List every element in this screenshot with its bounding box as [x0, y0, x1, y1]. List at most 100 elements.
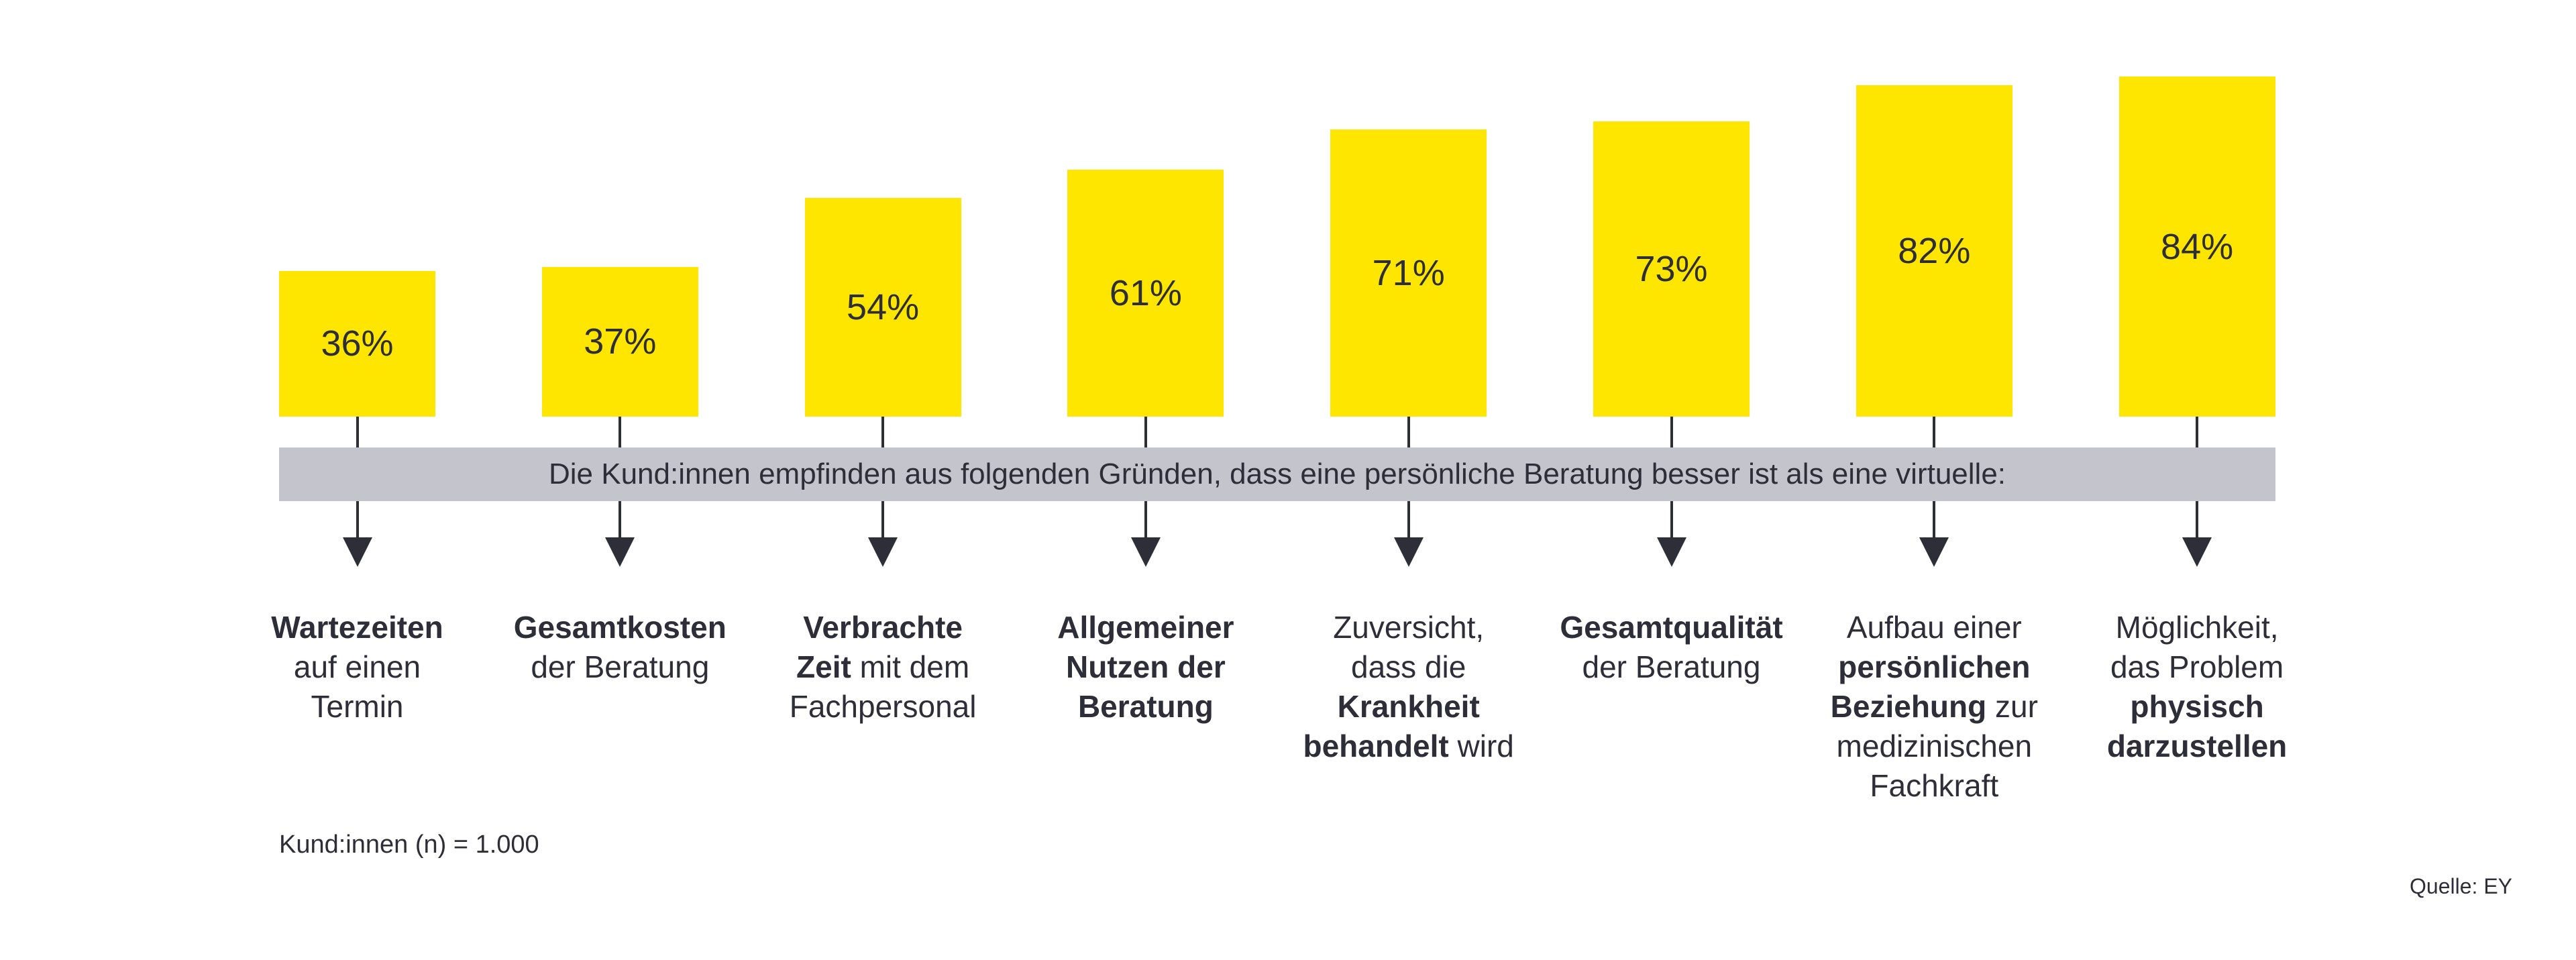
- category-label-line: Fachkraft: [1803, 766, 2065, 806]
- bar-value-label: 84%: [2161, 226, 2234, 267]
- category-label: Gesamtqualität der Beratung: [1541, 608, 1803, 687]
- chart-title-band: Die Kund:innen empfinden aus folgenden G…: [279, 447, 2275, 501]
- category-label-line: Allgemeiner: [1015, 608, 1277, 647]
- connector-line: [1144, 501, 1147, 539]
- category-label-line: Möglichkeit,: [2066, 608, 2328, 647]
- connector-line: [1670, 501, 1673, 539]
- bar: [1856, 85, 2012, 417]
- category-label-line: behandelt wird: [1278, 727, 1540, 766]
- arrow-down-icon: [1130, 537, 1161, 567]
- category-label-text: wird: [1448, 729, 1514, 763]
- bar: [1067, 170, 1224, 417]
- category-label-line: Beziehung zur: [1803, 687, 2065, 727]
- category-label-line: auf einen: [227, 647, 488, 687]
- bar: [2118, 76, 2275, 417]
- category-label-bold: Allgemeiner: [1057, 610, 1234, 645]
- category-label-line: der Beratung: [489, 647, 751, 687]
- category-label-line: der Beratung: [1541, 647, 1803, 687]
- arrow-down-icon: [1656, 537, 1686, 567]
- category-label-bold: Beziehung: [1830, 689, 1987, 724]
- category-label-line: das Problem: [2066, 647, 2328, 687]
- connector-line: [619, 417, 622, 447]
- category-label-bold: Verbrachte: [803, 610, 963, 645]
- category-label-line: medizinischen: [1803, 727, 2065, 766]
- category-label-line: Wartezeiten: [227, 608, 488, 647]
- category-label-text: Aufbau einer: [1846, 610, 2022, 645]
- connector-line: [1144, 417, 1147, 447]
- category-label-text: zur: [1986, 689, 2038, 724]
- connector-line: [356, 501, 359, 539]
- bar: [1330, 129, 1487, 417]
- category-label: Aufbau einer persönlichen Beziehung zur med…: [1803, 608, 2065, 806]
- arrow-down-icon: [2182, 537, 2212, 567]
- category-label-text: Fachkraft: [1870, 768, 1999, 803]
- bar-value-label: 61%: [1109, 273, 1182, 314]
- category-label-bold: darzustellen: [2106, 729, 2288, 763]
- category-label-bold: Zeit: [796, 649, 851, 684]
- arrow-down-icon: [342, 537, 372, 567]
- bar-value-label: 54%: [847, 287, 920, 328]
- category-label-text: Fachpersonal: [789, 689, 977, 724]
- category-label-text: auf einen: [293, 649, 421, 684]
- category-label-text: der Beratung: [1582, 649, 1761, 684]
- arrow-down-icon: [1919, 537, 1949, 567]
- bar-value-label: 37%: [584, 321, 657, 362]
- bar: [541, 266, 698, 417]
- category-label-text: Termin: [311, 689, 404, 724]
- category-label-text: medizinischen: [1836, 729, 2033, 763]
- connector-line: [881, 501, 885, 539]
- category-label-bold: Krankheit: [1337, 689, 1480, 724]
- category-label-line: Fachpersonal: [752, 687, 1014, 727]
- connector-line: [2196, 417, 2199, 447]
- category-label-bold: Gesamtkosten: [513, 610, 727, 645]
- connector-line: [356, 417, 359, 447]
- category-label-line: Gesamtqualität: [1541, 608, 1803, 647]
- category-label-line: Verbrachte: [752, 608, 1014, 647]
- bar-value-label: 36%: [321, 323, 394, 364]
- category-label: Möglichkeit, das Problem physisch darzustel…: [2066, 608, 2328, 766]
- category-label: Zuversicht, dass die Krankheit behandelt wi…: [1278, 608, 1540, 766]
- bar: [804, 198, 961, 417]
- category-label: Gesamtkosten der Beratung: [489, 608, 751, 687]
- category-label-line: dass die: [1278, 647, 1540, 687]
- category-label-line: Termin: [227, 687, 488, 727]
- category-label-line: physisch: [2066, 687, 2328, 727]
- category-label-text: das Problem: [2110, 649, 2284, 684]
- category-label-line: Nutzen der: [1015, 647, 1277, 687]
- category-label-line: persönlichen: [1803, 647, 2065, 687]
- bar-value-label: 71%: [1372, 252, 1445, 293]
- category-label-line: Beratung: [1015, 687, 1277, 727]
- category-label-bold: Beratung: [1077, 689, 1214, 724]
- connector-line: [2196, 501, 2199, 539]
- sample-size-note: Kund:innen (n) = 1.000: [279, 831, 539, 859]
- connector-line: [619, 501, 622, 539]
- connector-line: [1670, 417, 1673, 447]
- category-label-text: Zuversicht,: [1333, 610, 1485, 645]
- bar: [1593, 121, 1750, 417]
- category-label-bold: physisch: [2130, 689, 2264, 724]
- connector-line: [1933, 417, 1936, 447]
- category-label-bold: Nutzen der: [1066, 649, 1226, 684]
- category-label: Allgemeiner Nutzen der Beratung: [1015, 608, 1277, 727]
- arrow-down-icon: [605, 537, 635, 567]
- category-label-line: Zuversicht,: [1278, 608, 1540, 647]
- connector-line: [881, 417, 885, 447]
- category-label-bold: persönlichen: [1838, 649, 2031, 684]
- category-label-text: Möglichkeit,: [2115, 610, 2279, 645]
- category-label-text: dass die: [1351, 649, 1466, 684]
- bar: [279, 270, 435, 417]
- bar-value-label: 73%: [1635, 248, 1708, 289]
- category-label-bold: behandelt: [1303, 729, 1449, 763]
- category-label: Verbrachte Zeit mit dem Fachpersonal: [752, 608, 1014, 727]
- source-note: Quelle: EY: [2410, 874, 2512, 898]
- category-label-line: Gesamtkosten: [489, 608, 751, 647]
- category-label-text: mit dem: [851, 649, 970, 684]
- category-label-line: Krankheit: [1278, 687, 1540, 727]
- category-label-text: der Beratung: [531, 649, 710, 684]
- category-label: Wartezeiten auf einen Termin: [227, 608, 488, 727]
- category-label-line: Aufbau einer: [1803, 608, 2065, 647]
- arrow-down-icon: [1393, 537, 1424, 567]
- arrow-down-icon: [868, 537, 898, 567]
- category-label-bold: Gesamtqualität: [1560, 610, 1783, 645]
